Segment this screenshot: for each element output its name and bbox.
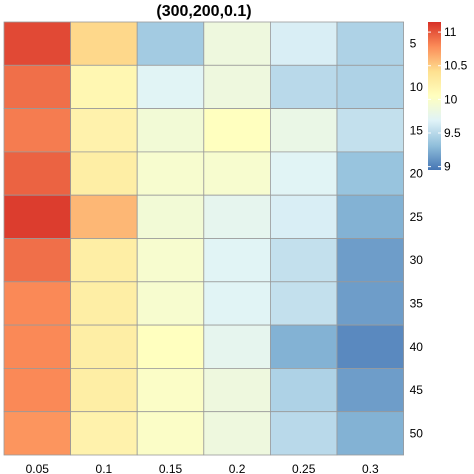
y-tick-label: 10 <box>410 80 424 94</box>
heatmap-cell <box>269 194 338 239</box>
heatmap-cells <box>3 21 404 456</box>
heatmap-cell <box>70 194 138 239</box>
heatmap-cell <box>136 324 205 369</box>
x-tick-labels: 0.05 0.1 0.15 0.2 0.25 0.3 <box>26 462 379 474</box>
heatmap-cell <box>336 64 404 110</box>
x-tick-label: 0.15 <box>159 462 183 474</box>
heatmap-cell <box>336 194 404 239</box>
heatmap-cell <box>3 281 71 326</box>
colorbar-tick-label: 9.5 <box>444 126 461 140</box>
heatmap-cell <box>136 64 205 110</box>
heatmap-cell <box>3 324 71 369</box>
heatmap-cell <box>3 151 71 196</box>
heatmap-cell <box>336 281 404 326</box>
heatmap-cell <box>336 21 404 66</box>
heatmap-cell <box>70 238 138 283</box>
heatmap-cell <box>269 21 338 66</box>
heatmap-cell <box>70 367 138 413</box>
heatmap-cell <box>203 238 271 283</box>
heatmap-cell <box>3 238 71 283</box>
heatmap-cell <box>136 238 205 283</box>
heatmap-cell <box>203 281 271 326</box>
heatmap-cell <box>269 324 338 369</box>
heatmap-cell <box>269 367 338 413</box>
heatmap-cell <box>136 151 205 196</box>
heatmap-cell <box>136 108 205 153</box>
x-tick-label: 0.05 <box>26 462 50 474</box>
heatmap-cell <box>203 64 271 110</box>
heatmap-cell <box>70 281 138 326</box>
y-tick-label: 20 <box>410 167 424 181</box>
heatmap-cell <box>70 151 138 196</box>
heatmap-cell <box>70 64 138 110</box>
heatmap-cell <box>70 411 138 456</box>
heatmap-cell <box>3 21 71 66</box>
heatmap-cell <box>336 367 404 413</box>
heatmap-cell <box>70 21 138 66</box>
y-tick-label: 15 <box>410 123 424 137</box>
heatmap-cell <box>269 64 338 110</box>
heatmap-cell <box>336 238 404 283</box>
heatmap-cell <box>269 411 338 456</box>
x-tick-label: 0.3 <box>362 462 379 474</box>
heatmap-cell <box>336 151 404 196</box>
y-tick-label: 40 <box>410 340 424 354</box>
colorbar-gradient <box>428 22 441 170</box>
y-tick-label: 30 <box>410 253 424 267</box>
y-tick-label: 25 <box>410 210 424 224</box>
heatmap-cell <box>269 281 338 326</box>
heatmap-cell <box>203 194 271 239</box>
heatmap-cell <box>136 281 205 326</box>
colorbar-tick-label: 11 <box>444 25 457 39</box>
heatmap-cell <box>269 238 338 283</box>
x-tick-label: 0.2 <box>229 462 246 474</box>
chart-title: (300,200,0.1) <box>156 3 251 20</box>
heatmap-cell <box>269 108 338 153</box>
heatmap-cell <box>336 108 404 153</box>
heatmap-cell <box>203 411 271 456</box>
heatmap-cell <box>336 411 404 456</box>
y-tick-labels: 5 10 15 20 25 30 35 40 45 50 <box>410 37 424 441</box>
colorbar-tick-label: 10 <box>444 92 458 106</box>
heatmap-cell <box>3 411 71 456</box>
heatmap-cell <box>70 324 138 369</box>
colorbar: 9 9.5 10 10.5 11 <box>428 22 468 174</box>
heatmap-cell <box>3 64 71 110</box>
x-tick-label: 0.25 <box>292 462 316 474</box>
heatmap-cell <box>3 367 71 413</box>
heatmap-cell <box>3 194 71 239</box>
heatmap-cell <box>269 151 338 196</box>
heatmap-cell <box>203 367 271 413</box>
y-tick-label: 5 <box>410 37 417 51</box>
heatmap-cell <box>203 21 271 66</box>
heatmap-cell <box>136 194 205 239</box>
heatmap-cell <box>136 21 205 66</box>
heatmap-cell <box>203 324 271 369</box>
x-tick-label: 0.1 <box>96 462 113 474</box>
heatmap-cell <box>203 108 271 153</box>
colorbar-tick-label: 10.5 <box>444 59 468 73</box>
heatmap-cell <box>70 108 138 153</box>
heatmap-cell <box>136 411 205 456</box>
heatmap-cell <box>3 108 71 153</box>
heatmap-cell <box>203 151 271 196</box>
y-tick-label: 35 <box>410 296 424 310</box>
colorbar-tick-label: 9 <box>444 160 451 174</box>
heatmap-cell <box>136 367 205 413</box>
heatmap-cell <box>336 324 404 369</box>
y-tick-label: 45 <box>410 383 424 397</box>
y-tick-label: 50 <box>410 426 424 440</box>
